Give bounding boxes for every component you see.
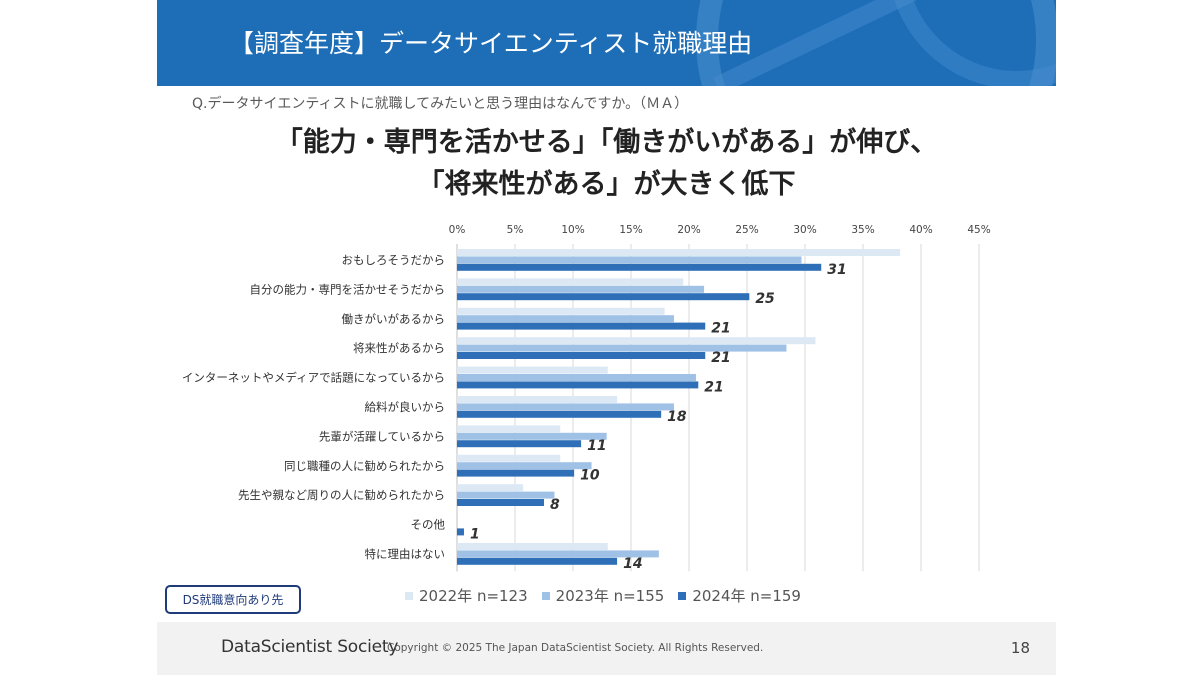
bar (457, 462, 592, 470)
x-tick-label: 45% (967, 224, 990, 236)
x-tick-label: 10% (561, 224, 584, 236)
legend-swatch (678, 591, 687, 600)
filter-badge: DS就職意向あり先 (165, 585, 301, 614)
data-label: 18 (667, 409, 687, 425)
x-tick-label: 0% (449, 224, 466, 236)
bar (457, 322, 706, 330)
bar (457, 374, 696, 381)
data-label: 21 (711, 321, 730, 337)
category-label: 先生や親など周りの人に勧められたから (238, 488, 445, 502)
bar (457, 550, 659, 558)
headline: 「能力・専門を活かせる」「働きがいがある」が伸び、 「将来性がある」が大きく低下 (157, 122, 1056, 206)
bar (457, 403, 674, 411)
category-label: 特に理由はない (365, 547, 446, 561)
header-banner: 【調査年度】データサイエンティスト就職理由 (157, 0, 1056, 86)
bar (457, 454, 561, 462)
copyright: Copyright © 2025 The Japan DataScientist… (387, 642, 764, 654)
data-label: 21 (704, 379, 723, 395)
legend-swatch (541, 591, 550, 600)
x-tick-label: 35% (851, 224, 874, 236)
data-label: 14 (623, 556, 642, 572)
chart-legend: 2022年 n=123 2023年 n=155 2024年 n=159 (405, 585, 801, 606)
x-tick-label: 30% (793, 224, 816, 236)
legend-label: 2024年 n=159 (692, 587, 801, 605)
bar (457, 543, 608, 550)
category-label: インターネットやメディアで話題になっているから (182, 371, 445, 385)
bar (457, 293, 750, 301)
x-tick-label: 15% (619, 224, 642, 236)
bar (457, 256, 802, 264)
bar (457, 249, 901, 256)
data-label: 8 (550, 497, 560, 513)
bar (457, 337, 816, 345)
bar (457, 396, 618, 403)
header-decoration (696, 0, 1056, 86)
x-tick-label: 25% (735, 224, 758, 236)
bar (457, 307, 665, 315)
category-label: 給料が良いから (365, 400, 446, 414)
page-number: 18 (1010, 639, 1030, 657)
bar (457, 410, 662, 418)
bar (457, 263, 822, 271)
bar (457, 432, 607, 440)
legend-item: 2022年 n=123 (405, 585, 528, 606)
brand-logo-text: DataScientist Society (221, 637, 399, 657)
legend-swatch (405, 591, 413, 600)
data-label: 11 (587, 438, 606, 454)
data-label: 10 (580, 468, 600, 484)
category-label: 将来性があるから (353, 341, 445, 355)
bar (457, 491, 555, 499)
bar (457, 285, 705, 293)
bar (457, 278, 684, 286)
category-label: おもしろそうだから (342, 253, 446, 267)
slide: 【調査年度】データサイエンティスト就職理由 Q.データサイエンティストに就職して… (157, 0, 1056, 675)
footer: DataScientist Society Copyright © 2025 T… (157, 622, 1056, 675)
bar (457, 315, 674, 323)
legend-item: 2023年 n=155 (541, 585, 665, 606)
category-label: その他 (411, 518, 446, 532)
bar (457, 499, 544, 506)
x-tick-label: 40% (909, 224, 932, 236)
data-label: 31 (827, 262, 846, 278)
x-tick-label: 20% (677, 224, 700, 236)
page-title: 【調査年度】データサイエンティスト就職理由 (229, 29, 753, 58)
bar (457, 528, 464, 536)
survey-question: Q.データサイエンティストに就職してみたいと思う理由はなんですか。（ＭＡ） (192, 96, 689, 112)
bar (457, 469, 575, 477)
category-label: 先輩が活躍しているから (319, 429, 445, 443)
bar (457, 344, 787, 352)
legend-label: 2023年 n=155 (555, 587, 665, 605)
bar (457, 484, 524, 492)
bar (457, 440, 582, 448)
bar (457, 352, 706, 359)
data-label: 21 (711, 350, 730, 366)
bar (457, 366, 608, 374)
bar (457, 381, 699, 389)
category-label: 自分の能力・専門を活かせそうだから (250, 282, 446, 296)
data-label: 1 (470, 526, 480, 542)
category-label: 同じ職種の人に勧められたから (284, 459, 445, 473)
x-tick-label: 5% (507, 224, 524, 236)
category-label: 働きがいがあるから (342, 312, 446, 326)
headline-line-1: 「能力・専門を活かせる」「働きがいがある」が伸び、 (275, 127, 938, 158)
legend-label: 2022年 n=123 (419, 587, 528, 605)
bar (457, 425, 561, 433)
bar (457, 557, 618, 565)
data-label: 25 (755, 291, 775, 307)
headline-line-2: 「将来性がある」が大きく低下 (417, 169, 796, 200)
bar-chart: 0% 5% 10% 15% 20% 25% 30% 35% 40% 45% おもしろそうだから 31 自… (182, 224, 991, 572)
legend-item: 2024年 n=159 (678, 585, 801, 606)
